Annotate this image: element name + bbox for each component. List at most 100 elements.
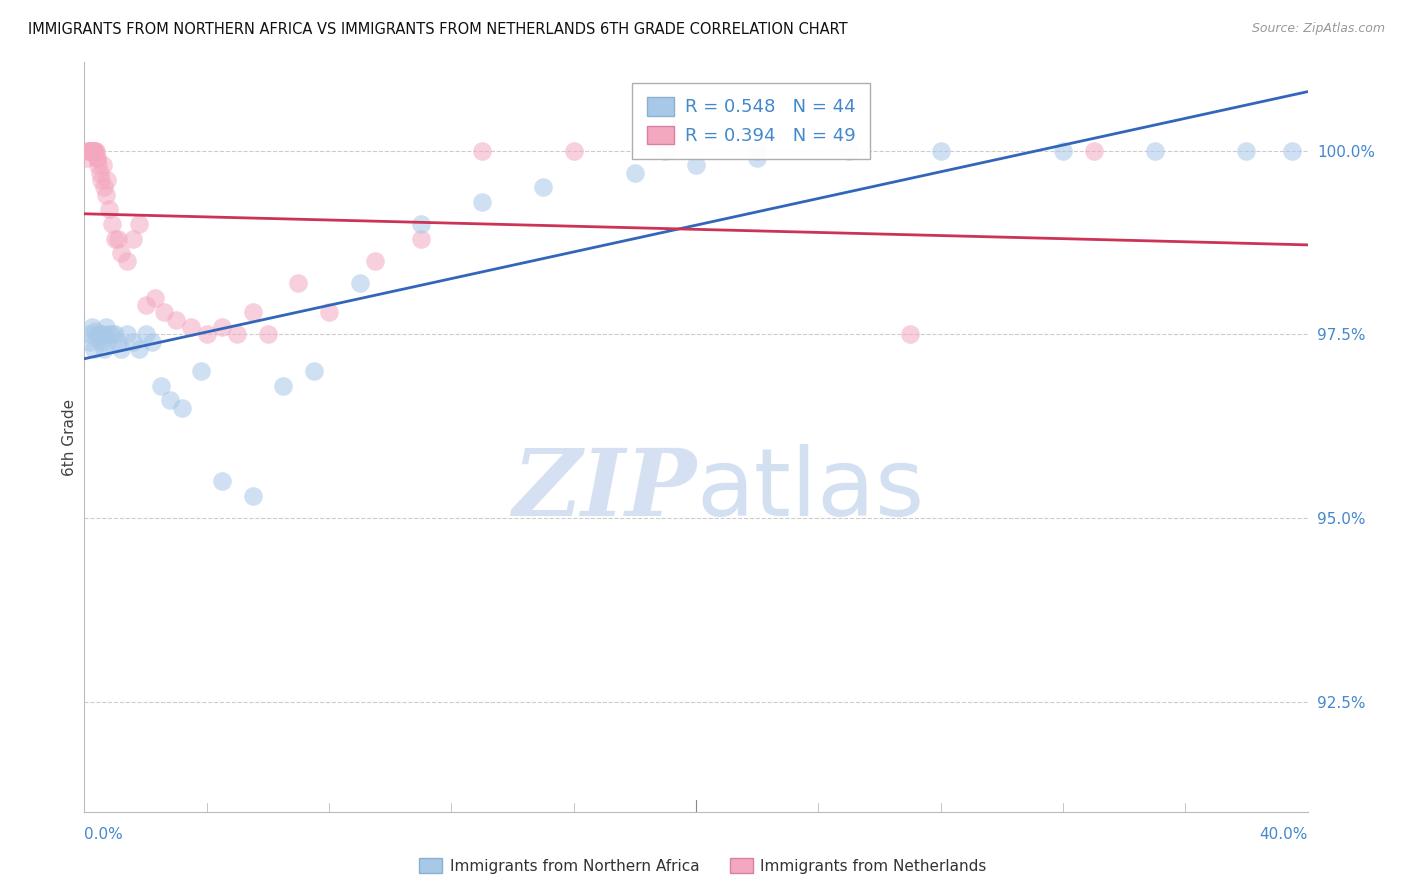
Point bbox=[94, 187, 117, 202]
Text: ZIP: ZIP bbox=[512, 444, 696, 534]
Point bbox=[135, 298, 157, 312]
Point bbox=[257, 327, 280, 342]
Point bbox=[122, 334, 145, 349]
Point bbox=[83, 342, 105, 356]
Point bbox=[318, 305, 340, 319]
Point bbox=[685, 158, 707, 172]
Text: Source: ZipAtlas.com: Source: ZipAtlas.com bbox=[1251, 22, 1385, 36]
Point bbox=[149, 378, 172, 392]
Point bbox=[93, 342, 115, 356]
Point bbox=[79, 144, 101, 158]
Point bbox=[97, 202, 120, 217]
Point bbox=[77, 327, 100, 342]
Point bbox=[101, 327, 124, 342]
Legend: R = 0.548   N = 44, R = 0.394   N = 49: R = 0.548 N = 44, R = 0.394 N = 49 bbox=[633, 83, 870, 160]
Point bbox=[89, 166, 111, 180]
Point bbox=[654, 144, 676, 158]
Point bbox=[165, 312, 187, 326]
Point bbox=[929, 144, 952, 158]
Text: 0.0%: 0.0% bbox=[84, 827, 124, 842]
Point bbox=[97, 327, 120, 342]
Point bbox=[143, 291, 166, 305]
Text: 40.0%: 40.0% bbox=[1260, 827, 1308, 842]
Point bbox=[77, 144, 100, 158]
Point bbox=[87, 327, 110, 342]
Point bbox=[83, 144, 105, 158]
Point bbox=[93, 180, 115, 194]
Point bbox=[898, 327, 921, 342]
Point bbox=[86, 331, 108, 345]
Point bbox=[91, 158, 114, 172]
Point bbox=[409, 232, 432, 246]
Point bbox=[471, 194, 494, 209]
Point bbox=[80, 144, 103, 158]
Point bbox=[364, 253, 387, 268]
Point bbox=[80, 319, 103, 334]
Point bbox=[82, 144, 104, 158]
Point bbox=[96, 334, 118, 349]
Point bbox=[80, 144, 103, 158]
Point bbox=[128, 217, 150, 231]
Point bbox=[83, 144, 105, 158]
Point bbox=[141, 334, 163, 349]
Point bbox=[79, 144, 101, 158]
Point bbox=[838, 144, 860, 158]
Point bbox=[1236, 144, 1258, 158]
Point bbox=[287, 276, 309, 290]
Point bbox=[747, 151, 769, 165]
Point bbox=[86, 151, 108, 165]
Point bbox=[190, 364, 212, 378]
Point bbox=[107, 334, 129, 349]
Point bbox=[562, 144, 585, 158]
Point bbox=[77, 144, 100, 158]
Point bbox=[211, 319, 233, 334]
Point bbox=[1052, 144, 1074, 158]
Point bbox=[115, 327, 138, 342]
Point bbox=[86, 151, 108, 165]
Point bbox=[90, 334, 112, 349]
Point bbox=[531, 180, 554, 194]
Point bbox=[107, 232, 129, 246]
Point bbox=[172, 401, 194, 415]
Legend: Immigrants from Northern Africa, Immigrants from Netherlands: Immigrants from Northern Africa, Immigra… bbox=[413, 852, 993, 880]
Point bbox=[195, 327, 218, 342]
Point bbox=[76, 151, 98, 165]
Point bbox=[747, 144, 769, 158]
Point bbox=[87, 158, 110, 172]
Point bbox=[84, 324, 107, 338]
Y-axis label: 6th Grade: 6th Grade bbox=[62, 399, 77, 475]
Point bbox=[104, 327, 127, 342]
Point bbox=[1281, 144, 1303, 158]
Point bbox=[226, 327, 249, 342]
Point bbox=[104, 232, 127, 246]
Point bbox=[90, 173, 112, 187]
Point bbox=[624, 166, 647, 180]
Point bbox=[409, 217, 432, 231]
Point bbox=[115, 253, 138, 268]
Point bbox=[110, 342, 132, 356]
Text: atlas: atlas bbox=[696, 443, 924, 535]
Text: IMMIGRANTS FROM NORTHERN AFRICA VS IMMIGRANTS FROM NETHERLANDS 6TH GRADE CORRELA: IMMIGRANTS FROM NORTHERN AFRICA VS IMMIG… bbox=[28, 22, 848, 37]
Point bbox=[94, 319, 117, 334]
Point bbox=[271, 378, 294, 392]
Point bbox=[84, 144, 107, 158]
Point bbox=[242, 489, 264, 503]
Point bbox=[159, 393, 181, 408]
Point bbox=[128, 342, 150, 356]
Point bbox=[1143, 144, 1166, 158]
Point bbox=[89, 327, 111, 342]
Point bbox=[349, 276, 371, 290]
Point bbox=[242, 305, 264, 319]
Point bbox=[153, 305, 176, 319]
Point bbox=[110, 246, 132, 260]
Point bbox=[135, 327, 157, 342]
Point bbox=[302, 364, 325, 378]
Point bbox=[180, 319, 202, 334]
Point bbox=[101, 217, 124, 231]
Point bbox=[471, 144, 494, 158]
Point bbox=[96, 173, 118, 187]
Point bbox=[91, 327, 114, 342]
Point bbox=[79, 334, 101, 349]
Point bbox=[122, 232, 145, 246]
Point bbox=[84, 144, 107, 158]
